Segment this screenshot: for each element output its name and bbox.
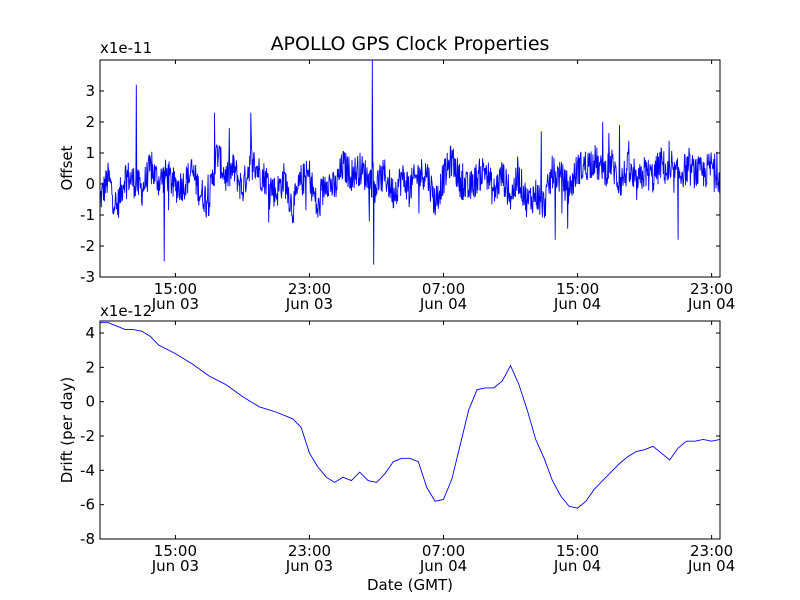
offset-axes-frame [99,59,721,278]
drift-y-tick-label: -2 [80,427,95,445]
offset-y-tick-label: 0 [85,175,95,193]
offset-y-tick-label: -2 [80,237,95,255]
drift-x-label: Date (GMT) [367,576,453,594]
drift-y-tick-label: -4 [80,461,95,479]
drift-x-tick-date: Jun 04 [419,557,467,575]
drift-x-tick-time: 07:00 [422,542,465,560]
offset-x-tick-time: 15:00 [556,280,599,298]
offset-x-tick-date: Jun 04 [687,295,735,313]
drift-y-tick-label: 2 [85,358,95,376]
offset-y-tick-label: -3 [80,268,95,286]
drift-x-tick-date: Jun 03 [151,557,199,575]
offset-series-line [100,60,720,265]
drift-x-tick-time: 23:00 [288,542,331,560]
drift-multiplier: x1e-12 [100,302,152,320]
offset-y-tick-label: 2 [85,113,95,131]
drift-y-label: Drift (per day) [58,377,76,484]
drift-panel: x1e-12 Drift (per day) Date (GMT) 4 2 0 -2 -… [58,302,735,594]
offset-y-tick-label: 1 [85,144,95,162]
drift-y-tick-label: 0 [85,393,95,411]
offset-x-tick-date: Jun 03 [151,295,199,313]
drift-x-tick-time: 15:00 [556,542,599,560]
offset-x-tick-date: Jun 04 [553,295,601,313]
offset-x-tick-date: Jun 03 [285,295,333,313]
figure-title: APOLLO GPS Clock Properties [271,33,550,55]
offset-x-tick-time: 15:00 [154,280,197,298]
drift-y-tick-label: -6 [80,496,95,514]
drift-x-tick-date: Jun 03 [285,557,333,575]
offset-y-label: Offset [58,145,76,190]
drift-y-tick-label: -8 [80,530,95,548]
offset-y-tick-label: 3 [85,82,95,100]
drift-x-tick-date: Jun 04 [553,557,601,575]
drift-x-tick-time: 15:00 [154,542,197,560]
drift-axes-frame [99,320,721,540]
drift-x-tick-time: 23:00 [690,542,733,560]
offset-x-tick-time: 23:00 [288,280,331,298]
offset-x-tick-time: 07:00 [422,280,465,298]
drift-series-line [100,322,720,509]
offset-x-tick-date: Jun 04 [419,295,467,313]
offset-y-tick-label: -1 [80,206,95,224]
offset-multiplier: x1e-11 [100,39,152,57]
drift-x-tick-date: Jun 04 [687,557,735,575]
offset-x-tick-time: 23:00 [690,280,733,298]
drift-y-tick-label: 4 [85,324,95,342]
